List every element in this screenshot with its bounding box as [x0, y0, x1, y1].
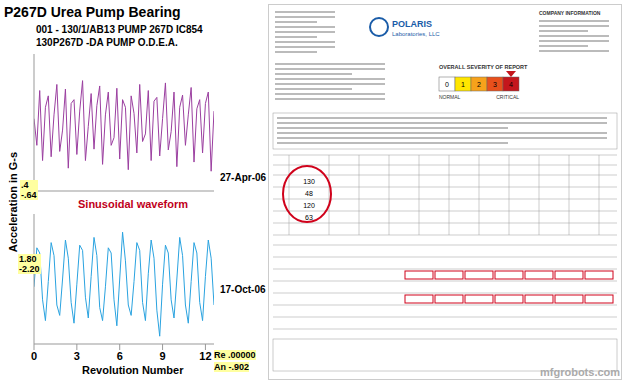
- svg-text:3: 3: [74, 350, 80, 362]
- svg-text:3: 3: [493, 81, 497, 88]
- html-text:-.64: -.64: [21, 190, 37, 200]
- svg-text:9: 9: [160, 350, 166, 362]
- html-text:Sinusoidal waveform: Sinusoidal waveform: [78, 198, 188, 210]
- svg-text:48: 48: [305, 190, 313, 197]
- svg-text:1: 1: [461, 81, 465, 88]
- html-text:001 - 130/1/AB13 PUMP 267D IC8: 001 - 130/1/AB13 PUMP 267D IC854: [36, 24, 203, 35]
- svg-text:NORMAL: NORMAL: [439, 94, 461, 100]
- svg-text:COMPANY INFORMATION: COMPANY INFORMATION: [539, 10, 601, 16]
- svg-text:POLARIS: POLARIS: [392, 19, 432, 29]
- html-text:Revolution Number: Revolution Number: [82, 364, 184, 376]
- svg-text:2: 2: [477, 81, 481, 88]
- html-text:130P267D -DA PUMP O.D.E.A.: 130P267D -DA PUMP O.D.E.A.: [36, 37, 178, 48]
- svg-text:4: 4: [509, 81, 513, 88]
- html-text:17-Oct-06 14: 17-Oct-06 14: [220, 284, 280, 295]
- svg-text:0: 0: [31, 350, 37, 362]
- svg-text:OVERALL SEVERITY OF REPORT: OVERALL SEVERITY OF REPORT: [439, 64, 528, 70]
- html-text:27-Apr-06 12: 27-Apr-06 12: [220, 172, 280, 183]
- svg-text:12: 12: [199, 350, 211, 362]
- html-text:P267D Urea Pump Bearing: P267D Urea Pump Bearing: [4, 4, 181, 20]
- html-text:mfgrobots.com: mfgrobots.com: [540, 366, 621, 378]
- svg-text:0: 0: [445, 81, 449, 88]
- html-text:.4: .4: [21, 180, 29, 190]
- svg-text:6: 6: [117, 350, 123, 362]
- svg-text:Laboratories, LLC: Laboratories, LLC: [392, 31, 440, 37]
- svg-text:CRITICAL: CRITICAL: [496, 94, 519, 100]
- html-text:-2.20: -2.20: [19, 264, 40, 274]
- html-text:Acceleration in G-s: Acceleration in G-s: [7, 151, 19, 253]
- html-text:Re .00000: Re .00000: [214, 350, 256, 360]
- svg-text:120: 120: [303, 202, 315, 209]
- svg-text:130: 130: [303, 178, 315, 185]
- svg-text:63: 63: [305, 214, 313, 221]
- html-text:An -.902: An -.902: [214, 362, 249, 372]
- html-text:1.80: 1.80: [19, 254, 37, 264]
